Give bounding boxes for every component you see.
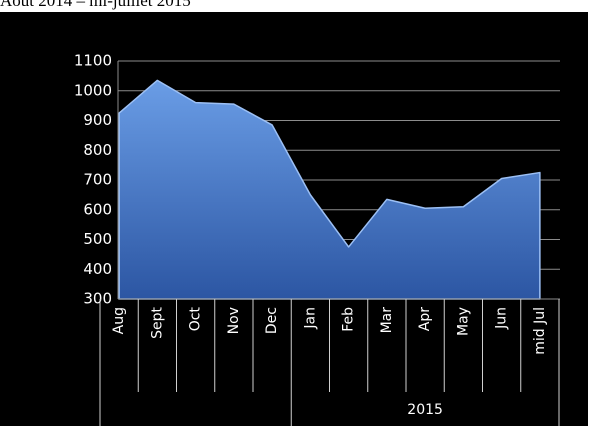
x-tick-label: Sept [149, 307, 165, 339]
x-tick-label: Jan [302, 307, 318, 330]
x-tick-label: Oct [188, 307, 204, 332]
x-group-label: 2015 [407, 402, 443, 418]
area [118, 79, 541, 300]
x-tick-label: Feb [341, 307, 357, 332]
y-tick-label: 400 [83, 260, 112, 278]
y-tick-label: 900 [83, 111, 112, 129]
y-tick-label: 500 [83, 230, 112, 248]
x-tick-label: Jun [494, 307, 510, 330]
y-tick-label: 300 [83, 290, 112, 308]
y-tick-label: 1000 [74, 81, 112, 99]
x-tick-label: Aug [111, 307, 127, 334]
chart-title: Août 2014 – mi-juillet 2015 [0, 0, 191, 10]
y-tick-label: 600 [83, 200, 112, 218]
y-tick-label: 700 [83, 171, 112, 189]
x-tick-label: May [455, 307, 471, 336]
y-tick-label: 800 [83, 141, 112, 159]
y-tick-label: 1100 [74, 52, 112, 70]
x-tick-label: Nov [226, 307, 242, 334]
x-tick-label: Dec [264, 307, 280, 334]
x-tick-label: Mar [379, 307, 395, 334]
x-tick-label: Apr [417, 307, 433, 331]
x-tick-label: mid Jul [532, 307, 548, 355]
